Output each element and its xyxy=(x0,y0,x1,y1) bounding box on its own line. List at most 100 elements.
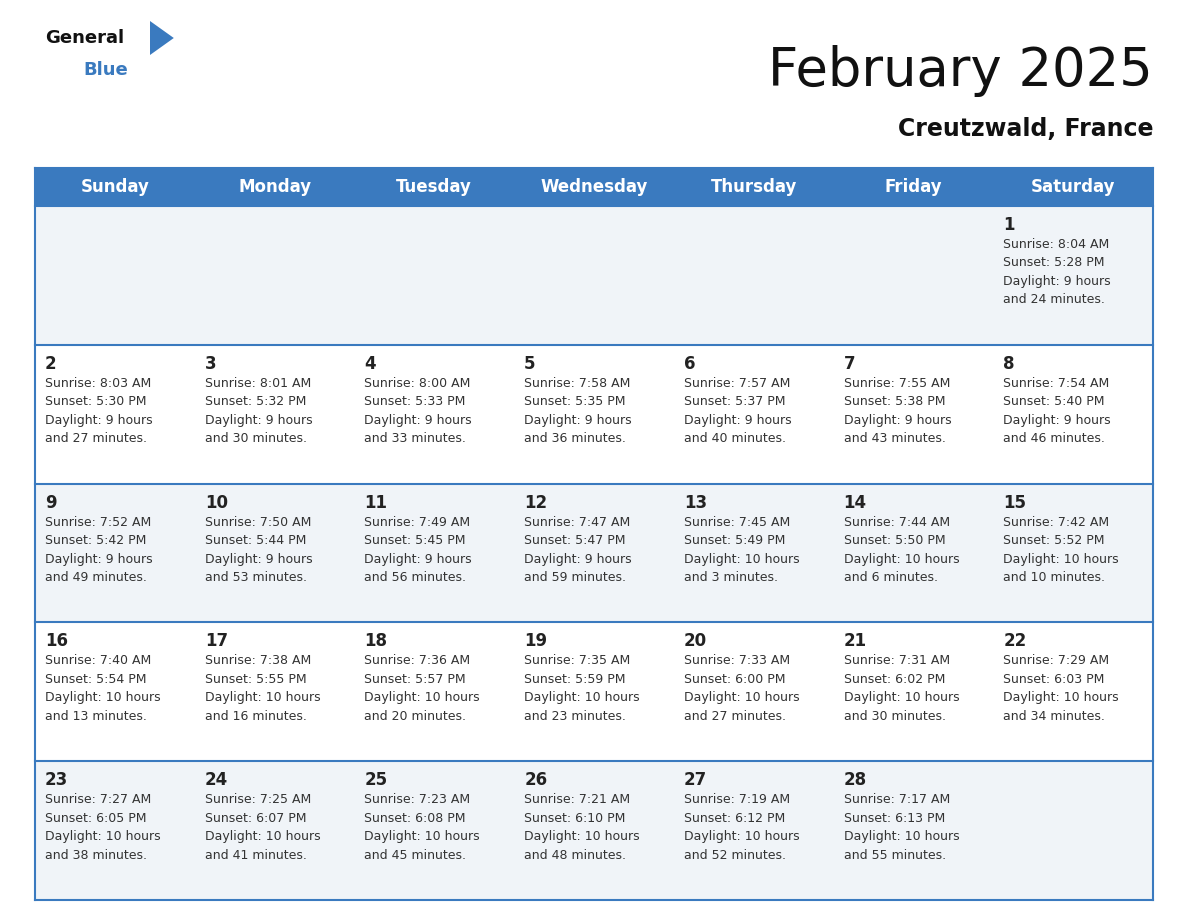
Text: and 52 minutes.: and 52 minutes. xyxy=(684,849,785,862)
Text: and 36 minutes.: and 36 minutes. xyxy=(524,432,626,445)
Text: Sunrise: 7:42 AM: Sunrise: 7:42 AM xyxy=(1004,516,1110,529)
Bar xyxy=(354,622,514,761)
Text: Sunset: 5:47 PM: Sunset: 5:47 PM xyxy=(524,534,626,547)
Text: Sunrise: 7:47 AM: Sunrise: 7:47 AM xyxy=(524,516,631,529)
Text: Saturday: Saturday xyxy=(1031,178,1116,196)
Text: February 2025: February 2025 xyxy=(769,45,1154,97)
Bar xyxy=(34,622,195,761)
Text: 26: 26 xyxy=(524,771,548,789)
Bar xyxy=(195,761,354,900)
Text: 7: 7 xyxy=(843,354,855,373)
Bar xyxy=(674,622,834,761)
Polygon shape xyxy=(150,21,173,55)
Text: 5: 5 xyxy=(524,354,536,373)
Bar xyxy=(34,168,195,206)
Text: Daylight: 9 hours: Daylight: 9 hours xyxy=(365,414,472,427)
Text: Sunset: 5:38 PM: Sunset: 5:38 PM xyxy=(843,396,946,409)
Text: Sunrise: 7:23 AM: Sunrise: 7:23 AM xyxy=(365,793,470,806)
Text: Daylight: 10 hours: Daylight: 10 hours xyxy=(365,691,480,704)
Text: 28: 28 xyxy=(843,771,867,789)
Text: Sunset: 5:37 PM: Sunset: 5:37 PM xyxy=(684,396,785,409)
Text: Sunrise: 7:25 AM: Sunrise: 7:25 AM xyxy=(204,793,311,806)
Text: Sunset: 5:28 PM: Sunset: 5:28 PM xyxy=(1004,256,1105,270)
Bar xyxy=(674,206,834,345)
Bar xyxy=(674,345,834,484)
Text: Daylight: 10 hours: Daylight: 10 hours xyxy=(524,691,640,704)
Bar xyxy=(993,345,1154,484)
Text: Sunset: 5:52 PM: Sunset: 5:52 PM xyxy=(1004,534,1105,547)
Bar xyxy=(34,345,195,484)
Text: 19: 19 xyxy=(524,633,548,650)
Text: and 43 minutes.: and 43 minutes. xyxy=(843,432,946,445)
Text: Sunset: 5:44 PM: Sunset: 5:44 PM xyxy=(204,534,307,547)
Bar xyxy=(195,345,354,484)
Bar xyxy=(514,206,674,345)
Text: Sunset: 6:08 PM: Sunset: 6:08 PM xyxy=(365,812,466,824)
Text: Sunset: 6:03 PM: Sunset: 6:03 PM xyxy=(1004,673,1105,686)
Text: Sunrise: 7:55 AM: Sunrise: 7:55 AM xyxy=(843,376,950,390)
Text: Sunset: 5:54 PM: Sunset: 5:54 PM xyxy=(45,673,146,686)
Text: Sunset: 6:05 PM: Sunset: 6:05 PM xyxy=(45,812,146,824)
Bar xyxy=(354,345,514,484)
Bar xyxy=(354,206,514,345)
Text: Daylight: 9 hours: Daylight: 9 hours xyxy=(45,414,152,427)
Text: 24: 24 xyxy=(204,771,228,789)
Text: Daylight: 10 hours: Daylight: 10 hours xyxy=(843,553,959,565)
Text: 25: 25 xyxy=(365,771,387,789)
Text: Wednesday: Wednesday xyxy=(541,178,647,196)
Text: Creutzwald, France: Creutzwald, France xyxy=(897,117,1154,141)
Bar xyxy=(834,761,993,900)
Text: Blue: Blue xyxy=(83,61,128,79)
Bar xyxy=(834,484,993,622)
Text: 1: 1 xyxy=(1004,216,1015,234)
Text: Tuesday: Tuesday xyxy=(397,178,472,196)
Text: Sunrise: 8:04 AM: Sunrise: 8:04 AM xyxy=(1004,238,1110,251)
Text: Sunset: 5:45 PM: Sunset: 5:45 PM xyxy=(365,534,466,547)
Text: 2: 2 xyxy=(45,354,57,373)
Text: Sunset: 6:12 PM: Sunset: 6:12 PM xyxy=(684,812,785,824)
Text: Sunset: 5:33 PM: Sunset: 5:33 PM xyxy=(365,396,466,409)
Bar xyxy=(354,168,514,206)
Text: Sunrise: 7:57 AM: Sunrise: 7:57 AM xyxy=(684,376,790,390)
Text: 10: 10 xyxy=(204,494,228,511)
Text: Sunrise: 7:49 AM: Sunrise: 7:49 AM xyxy=(365,516,470,529)
Text: Sunrise: 7:33 AM: Sunrise: 7:33 AM xyxy=(684,655,790,667)
Bar xyxy=(354,761,514,900)
Text: Daylight: 10 hours: Daylight: 10 hours xyxy=(1004,691,1119,704)
Text: Sunset: 5:57 PM: Sunset: 5:57 PM xyxy=(365,673,466,686)
Text: Daylight: 9 hours: Daylight: 9 hours xyxy=(1004,275,1111,288)
Bar xyxy=(993,761,1154,900)
Text: 12: 12 xyxy=(524,494,548,511)
Text: Daylight: 10 hours: Daylight: 10 hours xyxy=(843,691,959,704)
Text: Sunrise: 7:19 AM: Sunrise: 7:19 AM xyxy=(684,793,790,806)
Text: Sunrise: 7:36 AM: Sunrise: 7:36 AM xyxy=(365,655,470,667)
Text: Daylight: 10 hours: Daylight: 10 hours xyxy=(684,830,800,844)
Bar xyxy=(674,761,834,900)
Text: Daylight: 10 hours: Daylight: 10 hours xyxy=(843,830,959,844)
Text: Daylight: 10 hours: Daylight: 10 hours xyxy=(45,691,160,704)
Text: and 27 minutes.: and 27 minutes. xyxy=(684,710,785,722)
Text: 11: 11 xyxy=(365,494,387,511)
Text: Sunrise: 7:31 AM: Sunrise: 7:31 AM xyxy=(843,655,949,667)
Text: Friday: Friday xyxy=(885,178,942,196)
Text: 13: 13 xyxy=(684,494,707,511)
Text: Sunset: 5:49 PM: Sunset: 5:49 PM xyxy=(684,534,785,547)
Text: Daylight: 9 hours: Daylight: 9 hours xyxy=(524,414,632,427)
Text: Daylight: 10 hours: Daylight: 10 hours xyxy=(1004,553,1119,565)
Text: and 20 minutes.: and 20 minutes. xyxy=(365,710,467,722)
Text: Daylight: 9 hours: Daylight: 9 hours xyxy=(684,414,791,427)
Text: Sunset: 5:42 PM: Sunset: 5:42 PM xyxy=(45,534,146,547)
Bar xyxy=(674,484,834,622)
Text: General: General xyxy=(45,29,124,47)
Text: Sunrise: 7:40 AM: Sunrise: 7:40 AM xyxy=(45,655,151,667)
Bar xyxy=(34,761,195,900)
Text: and 48 minutes.: and 48 minutes. xyxy=(524,849,626,862)
Text: Sunrise: 7:27 AM: Sunrise: 7:27 AM xyxy=(45,793,151,806)
Text: and 27 minutes.: and 27 minutes. xyxy=(45,432,147,445)
Text: and 53 minutes.: and 53 minutes. xyxy=(204,571,307,584)
Text: Sunset: 5:50 PM: Sunset: 5:50 PM xyxy=(843,534,946,547)
Text: Daylight: 10 hours: Daylight: 10 hours xyxy=(365,830,480,844)
Text: and 34 minutes.: and 34 minutes. xyxy=(1004,710,1105,722)
Text: Daylight: 10 hours: Daylight: 10 hours xyxy=(524,830,640,844)
Bar xyxy=(834,168,993,206)
